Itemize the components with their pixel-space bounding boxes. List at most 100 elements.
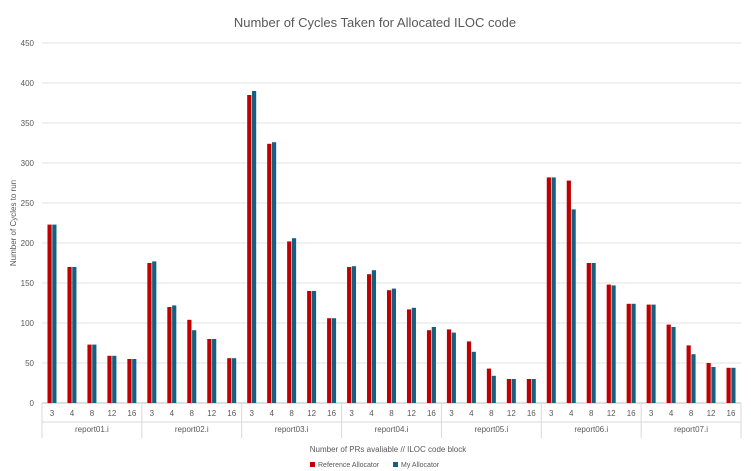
bar-reference-allocator (446, 329, 452, 403)
bar-reference-allocator (87, 344, 92, 403)
y-tick-label: 400 (21, 79, 35, 88)
bar-my-allocator (331, 318, 337, 403)
x-tick-label: 8 (389, 409, 394, 418)
bar-my-allocator (411, 307, 416, 403)
y-tick-label: 50 (25, 359, 34, 368)
legend-swatch-reference-allocator (310, 462, 315, 467)
bar-my-allocator (731, 367, 736, 403)
x-tick-label: 12 (407, 409, 416, 418)
bar-my-allocator (152, 261, 157, 403)
bar-my-allocator (252, 91, 257, 403)
y-tick-label: 200 (21, 239, 35, 248)
bar-my-allocator (271, 142, 277, 403)
x-tick-label: 4 (369, 409, 374, 418)
bar-reference-allocator (347, 267, 352, 403)
y-tick-label: 350 (21, 119, 35, 128)
x-tick-label: 4 (269, 409, 274, 418)
bar-reference-allocator (247, 95, 252, 403)
bar-my-allocator (671, 327, 676, 403)
legend: Reference Allocator My Allocator (310, 462, 440, 469)
bar-my-allocator (371, 270, 377, 403)
bar-reference-allocator (147, 263, 152, 403)
bar-reference-allocator (107, 355, 112, 403)
bar-my-allocator (551, 177, 556, 403)
bar-my-allocator (351, 266, 357, 403)
bar-reference-allocator (586, 263, 591, 403)
x-group-label: report06.i (574, 425, 608, 434)
bar-reference-allocator (187, 319, 192, 403)
y-tick-label: 150 (21, 279, 35, 288)
y-tick-label: 300 (21, 159, 35, 168)
bar-my-allocator (72, 267, 77, 403)
bar-my-allocator (212, 339, 217, 403)
bar-my-allocator (311, 291, 317, 403)
x-axis-title: Number of PRs avaliable // ILOC code blo… (310, 445, 468, 454)
bar-my-allocator (651, 304, 656, 403)
bar-reference-allocator (67, 267, 72, 403)
bar-my-allocator (291, 238, 297, 403)
bar-reference-allocator (546, 177, 551, 403)
chart-title: Number of Cycles Taken for Allocated ILO… (234, 15, 516, 30)
bar-reference-allocator (267, 143, 272, 404)
bar-reference-allocator (426, 330, 432, 403)
x-group-label: report07.i (674, 425, 708, 434)
bar-reference-allocator (626, 303, 631, 403)
bar-reference-allocator (646, 304, 651, 403)
x-tick-label: 12 (307, 409, 316, 418)
bar-my-allocator (192, 330, 197, 403)
bar-my-allocator (571, 209, 576, 403)
y-axis-tick-labels: 0 50 100 150 200 250 300 350 400 450 (21, 39, 35, 408)
x-tick-label: 8 (90, 409, 95, 418)
x-tick-label: 4 (70, 409, 75, 418)
bar-reference-allocator (506, 379, 512, 403)
x-tick-label: 8 (289, 409, 294, 418)
bar-reference-allocator (287, 241, 292, 403)
gridlines (42, 42, 741, 404)
x-tick-label: 3 (50, 409, 55, 418)
bar-reference-allocator (466, 341, 472, 403)
x-tick-label: 16 (727, 409, 736, 418)
bar-reference-allocator (686, 345, 691, 403)
x-tick-label: 16 (327, 409, 336, 418)
bar-reference-allocator (606, 284, 611, 403)
bar-reference-allocator (207, 339, 212, 403)
bar-my-allocator (591, 263, 596, 403)
bar-reference-allocator (327, 318, 332, 403)
x-tick-label: 12 (707, 409, 716, 418)
x-tick-label: 16 (427, 409, 436, 418)
bar-reference-allocator (406, 309, 412, 403)
bar-my-allocator (52, 224, 57, 403)
bar-my-allocator (711, 367, 716, 403)
bar-my-allocator (531, 379, 536, 403)
y-tick-label: 250 (21, 199, 35, 208)
bar-reference-allocator (666, 324, 671, 403)
bar-my-allocator (511, 379, 516, 403)
y-tick-label: 450 (21, 39, 35, 48)
x-tick-label: 12 (507, 409, 516, 418)
bar-my-allocator (132, 359, 137, 403)
x-tick-label: 3 (649, 409, 654, 418)
x-tick-label: 4 (170, 409, 175, 418)
bar-reference-allocator (307, 291, 312, 403)
legend-label-my-allocator: My Allocator (401, 462, 440, 469)
x-tick-label: 16 (627, 409, 636, 418)
x-tick-label: 3 (150, 409, 155, 418)
bar-reference-allocator (47, 224, 52, 403)
bar-reference-allocator (367, 274, 372, 403)
bar-reference-allocator (706, 363, 711, 403)
x-tick-label: 8 (190, 409, 195, 418)
legend-label-reference-allocator: Reference Allocator (318, 462, 380, 469)
x-tick-label: 16 (527, 409, 536, 418)
bar-my-allocator (611, 285, 616, 403)
bar-my-allocator (471, 351, 476, 403)
bar-reference-allocator (526, 379, 531, 403)
x-tick-label: 4 (569, 409, 574, 418)
bar-my-allocator (431, 327, 436, 403)
y-tick-label: 0 (30, 399, 35, 408)
x-tick-label: 8 (689, 409, 694, 418)
x-group-label: report02.i (175, 425, 209, 434)
bar-reference-allocator (387, 290, 392, 403)
x-tick-label: 3 (249, 409, 254, 418)
x-tick-label: 4 (469, 409, 474, 418)
